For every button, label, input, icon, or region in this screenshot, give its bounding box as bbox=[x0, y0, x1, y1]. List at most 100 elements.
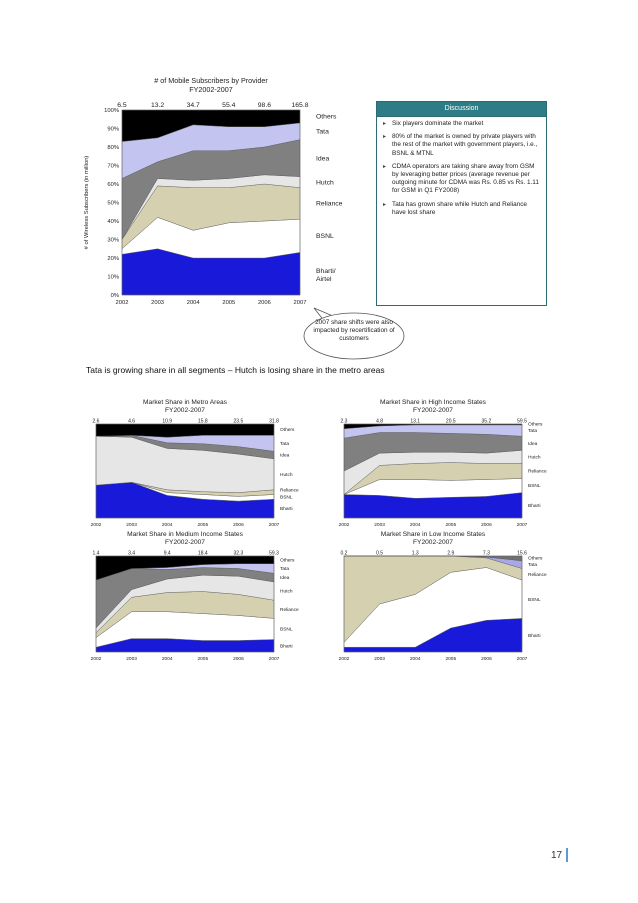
page-number: 17 bbox=[551, 850, 563, 861]
total-label: 34.7 bbox=[187, 102, 200, 109]
total-label: 2.6 bbox=[93, 419, 100, 425]
x-tick-label: 2002 bbox=[339, 522, 350, 528]
y-tick-label: 20% bbox=[107, 256, 119, 262]
callout-text: 2007 share shifts were also impacted by … bbox=[313, 319, 395, 342]
x-tick-label: 2005 bbox=[222, 300, 235, 306]
total-label: 98.6 bbox=[258, 102, 271, 109]
total-label: 9.4 bbox=[164, 551, 171, 557]
y-tick-label: 10% bbox=[107, 275, 119, 281]
plot-frame bbox=[95, 423, 275, 519]
total-label: 2.9 bbox=[447, 551, 454, 557]
total-label: 31.8 bbox=[269, 419, 279, 425]
x-tick-label: 2004 bbox=[410, 656, 421, 662]
x-tick-label: 2003 bbox=[374, 656, 385, 662]
legend-label: Tata bbox=[528, 562, 537, 568]
total-label: 13.2 bbox=[151, 102, 164, 109]
legend-label: Hutch bbox=[280, 589, 293, 595]
figure-caption: Tata is growing share in all segments – … bbox=[86, 365, 385, 375]
x-tick-label: 2007 bbox=[294, 300, 307, 306]
chart-subtitle: FY2002-2007 bbox=[165, 407, 205, 414]
legend-label: Idea bbox=[280, 453, 290, 459]
x-tick-label: 2003 bbox=[374, 522, 385, 528]
chart-title: Market Share in Low Income States bbox=[381, 531, 486, 538]
chart-subtitle: FY2002-2007 bbox=[189, 85, 233, 94]
chart-subtitle: FY2002-2007 bbox=[413, 407, 453, 414]
x-tick-label: 2006 bbox=[233, 522, 244, 528]
y-tick-label: 0% bbox=[111, 293, 119, 299]
chart-title: # of Mobile Subscribers by Provider bbox=[154, 76, 268, 85]
total-label: 0.5 bbox=[376, 551, 383, 557]
legend-label: Bharti bbox=[528, 503, 541, 509]
total-label: 18.4 bbox=[198, 551, 208, 557]
x-tick-label: 2007 bbox=[517, 522, 528, 528]
callout-mask bbox=[326, 319, 342, 325]
x-tick-label: 2002 bbox=[91, 656, 102, 662]
total-label: 59.3 bbox=[269, 551, 279, 557]
plot-frame bbox=[121, 109, 301, 296]
discussion-bullet: CDMA operators are taking share away fro… bbox=[383, 163, 542, 196]
x-tick-label: 2005 bbox=[445, 522, 456, 528]
x-tick-label: 2006 bbox=[481, 522, 492, 528]
total-label: 20.5 bbox=[446, 419, 456, 425]
x-tick-label: 2002 bbox=[91, 522, 102, 528]
legend-label: Bharti/ bbox=[316, 268, 336, 275]
legend-label: Reliance bbox=[528, 469, 547, 475]
x-tick-label: 2006 bbox=[233, 656, 244, 662]
main-chart: # of Mobile Subscribers by ProviderFY200… bbox=[84, 76, 343, 306]
area-others bbox=[95, 423, 275, 438]
legend-label: Tata bbox=[280, 441, 289, 447]
high-income-chart: Market Share in High Income StatesFY2002… bbox=[339, 399, 547, 528]
y-axis-label: # of Wireless Subscribers (in million) bbox=[84, 156, 90, 250]
legend-label: Reliance bbox=[528, 572, 547, 578]
x-tick-label: 2005 bbox=[197, 522, 208, 528]
total-label: 4.8 bbox=[376, 419, 383, 425]
legend-label: Reliance bbox=[280, 488, 299, 494]
total-label: 23.5 bbox=[234, 419, 244, 425]
discussion-bullet: Six players dominate the market bbox=[383, 120, 542, 128]
total-label: 2.3 bbox=[341, 419, 348, 425]
x-tick-label: 2004 bbox=[162, 522, 173, 528]
discussion-title: Discussion bbox=[377, 102, 546, 117]
x-tick-label: 2007 bbox=[269, 522, 280, 528]
total-label: 10.9 bbox=[162, 419, 172, 425]
plot-frame bbox=[343, 423, 523, 519]
chart-title: Market Share in Medium Income States bbox=[127, 531, 244, 538]
legend-label: Bharti bbox=[280, 643, 293, 649]
total-label: 4.6 bbox=[128, 419, 135, 425]
total-label: 3.4 bbox=[128, 551, 135, 557]
x-tick-label: 2005 bbox=[197, 656, 208, 662]
legend-label: Others bbox=[280, 427, 295, 433]
x-tick-label: 2004 bbox=[410, 522, 421, 528]
y-tick-label: 90% bbox=[107, 127, 119, 133]
page-number-bar bbox=[566, 848, 568, 862]
chart-title: Market Share in High Income States bbox=[380, 399, 487, 406]
x-tick-label: 2003 bbox=[126, 522, 137, 528]
legend-label: Idea bbox=[280, 575, 290, 581]
legend-label: Hutch bbox=[280, 472, 293, 478]
total-label: 1.3 bbox=[412, 551, 419, 557]
total-label: 7.3 bbox=[483, 551, 490, 557]
y-tick-label: 40% bbox=[107, 219, 119, 225]
legend-label: BSNL bbox=[316, 233, 334, 240]
y-tick-label: 30% bbox=[107, 238, 119, 244]
y-tick-label: 70% bbox=[107, 164, 119, 170]
x-tick-label: 2004 bbox=[187, 300, 201, 306]
legend-label: Hutch bbox=[316, 179, 334, 186]
legend-label: Idea bbox=[316, 155, 329, 162]
medium-income-chart: Market Share in Medium Income StatesFY20… bbox=[91, 531, 299, 662]
total-label: 165.8 bbox=[291, 102, 308, 109]
y-tick-label: 80% bbox=[107, 145, 119, 151]
x-tick-label: 2003 bbox=[126, 656, 137, 662]
legend-label: Tata bbox=[528, 428, 537, 434]
y-tick-label: 100% bbox=[104, 108, 119, 114]
total-label: 0.2 bbox=[341, 551, 348, 557]
legend-label: Reliance bbox=[316, 201, 343, 208]
legend-label: Others bbox=[528, 421, 543, 427]
legend-label: Tata bbox=[280, 566, 289, 572]
legend-label: Others bbox=[528, 555, 543, 561]
discussion-panel: Discussion Six players dominate the mark… bbox=[376, 101, 547, 306]
legend-label: BSNL bbox=[280, 627, 293, 633]
legend-label: Idea bbox=[528, 441, 538, 447]
x-tick-label: 2004 bbox=[162, 656, 173, 662]
